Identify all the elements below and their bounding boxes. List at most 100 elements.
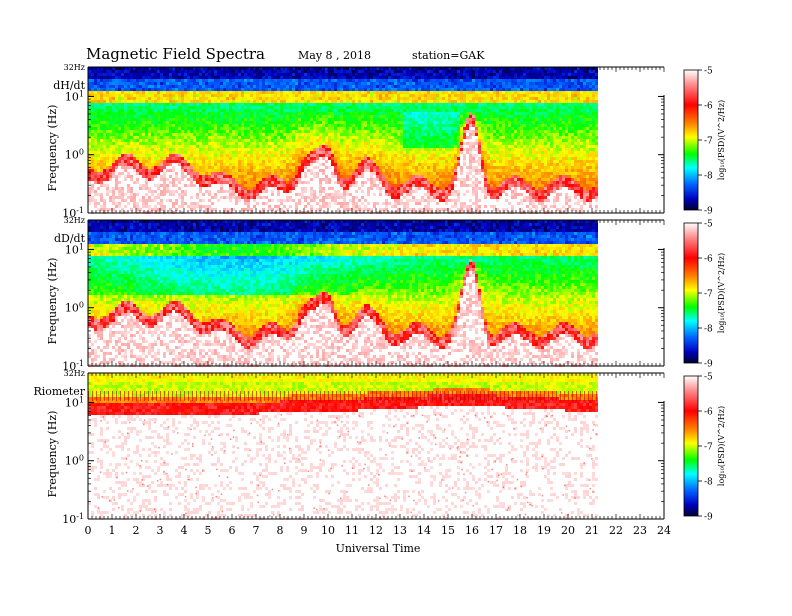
heatmap-cell [172, 118, 175, 121]
heatmap-cell [103, 163, 106, 166]
heatmap-cell [304, 94, 307, 97]
heatmap-cell [265, 73, 268, 76]
heatmap-cell [268, 130, 271, 133]
heatmap-cell [352, 133, 355, 136]
heatmap-cell [334, 139, 337, 142]
heatmap-cell [388, 82, 391, 85]
heatmap-cell [142, 100, 145, 103]
heatmap-cell [385, 103, 388, 106]
heatmap-cell [157, 169, 160, 172]
heatmap-cell [310, 103, 313, 106]
heatmap-cell [175, 112, 178, 115]
heatmap-cell [157, 193, 160, 196]
heatmap-cell [262, 124, 265, 127]
heatmap-cell [274, 67, 277, 70]
heatmap-cell [151, 142, 154, 145]
heatmap-cell [355, 121, 358, 124]
heatmap-cell [115, 91, 118, 94]
heatmap-cell [328, 94, 331, 97]
heatmap-cell [412, 199, 415, 202]
heatmap-cell [223, 208, 226, 211]
heatmap-cell [97, 148, 100, 151]
heatmap-cell [184, 193, 187, 196]
heatmap-cell [94, 199, 97, 202]
heatmap-cell [256, 187, 259, 190]
heatmap-cell [154, 166, 157, 169]
heatmap-cell [427, 139, 430, 142]
heatmap-cell [292, 169, 295, 172]
heatmap-cell [409, 121, 412, 124]
heatmap-cell [217, 130, 220, 133]
heatmap-cell [130, 199, 133, 202]
heatmap-cell [193, 85, 196, 88]
heatmap-cell [157, 106, 160, 109]
heatmap-cell [403, 184, 406, 187]
heatmap-cell [295, 67, 298, 70]
heatmap-cell [418, 124, 421, 127]
heatmap-cell [385, 130, 388, 133]
heatmap-cell [202, 175, 205, 178]
heatmap-cell [145, 133, 148, 136]
heatmap-cell [343, 160, 346, 163]
heatmap-cell [403, 76, 406, 79]
heatmap-cell [379, 172, 382, 175]
heatmap-cell [181, 175, 184, 178]
heatmap-cell [214, 121, 217, 124]
heatmap-cell [292, 127, 295, 130]
heatmap-cell [169, 73, 172, 76]
heatmap-cell [94, 136, 97, 139]
heatmap-cell [247, 73, 250, 76]
heatmap-cell [376, 175, 379, 178]
heatmap-cell [328, 97, 331, 100]
heatmap-cell [220, 196, 223, 199]
heatmap-cell [319, 127, 322, 130]
heatmap-cell [169, 157, 172, 160]
heatmap-cell [88, 112, 91, 115]
heatmap-cell [352, 73, 355, 76]
heatmap-cell [388, 121, 391, 124]
heatmap-cell [160, 112, 163, 115]
heatmap-cell [97, 94, 100, 97]
heatmap-cell [88, 202, 91, 205]
heatmap-cell [157, 133, 160, 136]
heatmap-cell [406, 163, 409, 166]
heatmap-cell [412, 79, 415, 82]
heatmap-cell [196, 85, 199, 88]
heatmap-cell [397, 208, 400, 211]
heatmap-cell [313, 103, 316, 106]
heatmap-cell [100, 178, 103, 181]
heatmap-cell [286, 103, 289, 106]
heatmap-cell [265, 172, 268, 175]
heatmap-cell [250, 175, 253, 178]
heatmap-cell [118, 139, 121, 142]
heatmap-cell [421, 139, 424, 142]
heatmap-cell [325, 88, 328, 91]
heatmap-cell [409, 172, 412, 175]
heatmap-cell [421, 199, 424, 202]
heatmap-cell [130, 175, 133, 178]
heatmap-cell [394, 94, 397, 97]
heatmap-cell [307, 112, 310, 115]
heatmap-cell [196, 169, 199, 172]
heatmap-cell [385, 184, 388, 187]
heatmap-cell [316, 160, 319, 163]
heatmap-cell [409, 190, 412, 193]
heatmap-cell [391, 172, 394, 175]
heatmap-cell [319, 163, 322, 166]
heatmap-cell [412, 97, 415, 100]
heatmap-cell [139, 124, 142, 127]
heatmap-cell [238, 145, 241, 148]
heatmap-cell [397, 103, 400, 106]
heatmap-cell [418, 127, 421, 130]
heatmap-cell [400, 142, 403, 145]
heatmap-cell [361, 88, 364, 91]
heatmap-cell [142, 112, 145, 115]
heatmap-cell [136, 178, 139, 181]
heatmap-cell [415, 82, 418, 85]
heatmap-cell [148, 163, 151, 166]
heatmap-cell [376, 136, 379, 139]
heatmap-cell [400, 187, 403, 190]
heatmap-cell [334, 82, 337, 85]
heatmap-cell [388, 181, 391, 184]
heatmap-cell [208, 184, 211, 187]
